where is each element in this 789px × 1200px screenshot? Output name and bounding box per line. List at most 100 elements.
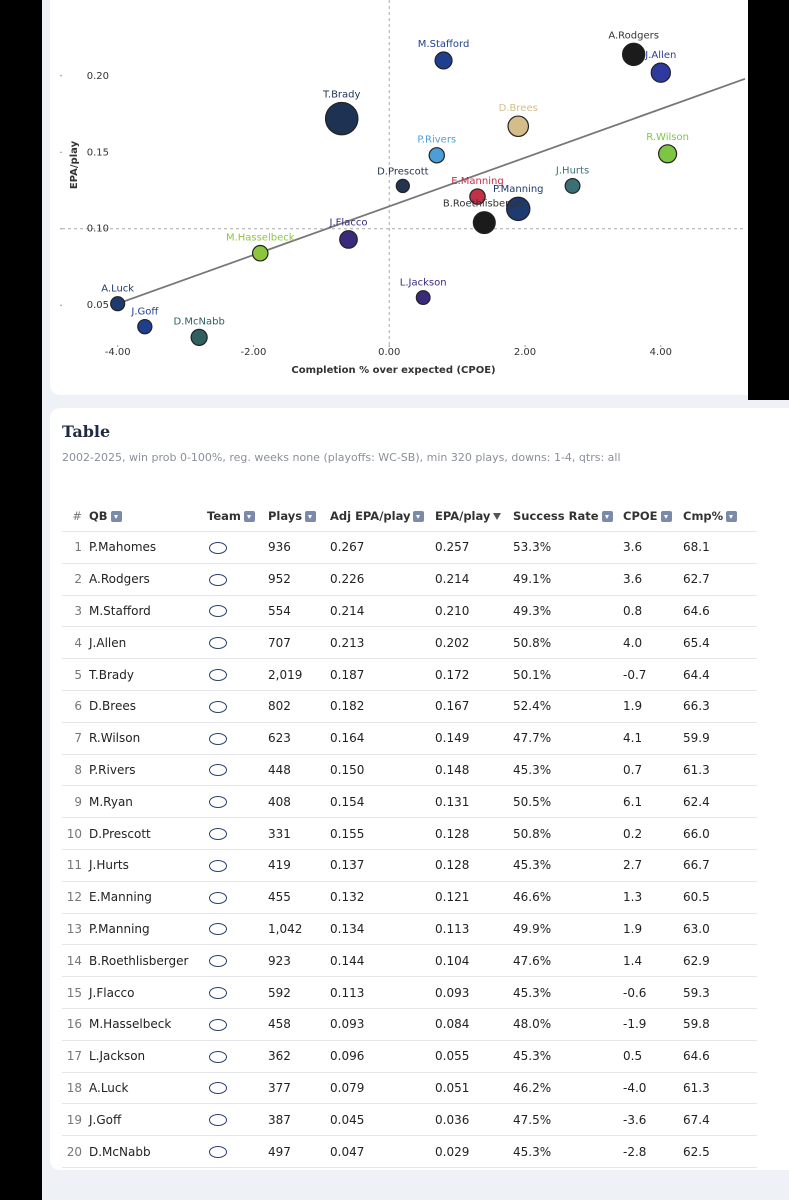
cell: 0.257 [432, 531, 510, 564]
table-body: 1 P.Mahomes 936 0.267 0.257 53.3% 3.6 68.1 2 A.Ro… [62, 531, 757, 1168]
cell: 0.029 [432, 1135, 510, 1168]
team-cell [204, 563, 265, 596]
column-header[interactable]: Plays [265, 500, 327, 532]
cell: 66.7 [680, 849, 757, 882]
cell: J.Hurts [86, 849, 204, 882]
cell: 50.5% [510, 785, 620, 819]
cell: 61.3 [680, 754, 757, 787]
cell: 45.3% [510, 1040, 620, 1073]
cell: 64.4 [680, 658, 757, 691]
team-logo [209, 1114, 227, 1127]
cell: 64.6 [680, 1040, 757, 1073]
bubble [190, 328, 208, 346]
cell: 554 [265, 595, 327, 628]
cell: M.Hasselbeck [86, 1008, 204, 1041]
cell: 0.137 [327, 849, 432, 882]
cell: 0.113 [432, 913, 510, 946]
cell: 802 [265, 690, 327, 723]
cell: 0.182 [327, 690, 432, 723]
cell: 0.047 [327, 1135, 432, 1168]
sort-icon[interactable] [305, 510, 317, 522]
point-label: P.Rivers [417, 135, 456, 146]
x-tick-label: 0.00 [378, 347, 400, 358]
cell: 0.093 [432, 976, 510, 1009]
x-tick-label: -2.00 [241, 347, 267, 358]
column-header[interactable]: QB [86, 500, 204, 532]
cell: 0.121 [432, 881, 510, 914]
cell: 1.4 [620, 944, 680, 978]
sort-icon[interactable] [413, 510, 425, 522]
cell: 0.134 [327, 913, 432, 946]
table-row: 11 J.Hurts 419 0.137 0.128 45.3% 2.7 66.7 [62, 849, 757, 882]
cell: 0.5 [620, 1040, 680, 1073]
cell: 65.4 [680, 626, 757, 660]
point-label: E.Manning [451, 176, 503, 187]
cell: 497 [265, 1135, 327, 1168]
table-row: 6 D.Brees 802 0.182 0.167 52.4% 1.9 66.3 [62, 690, 757, 723]
cell: D.McNabb [86, 1135, 204, 1168]
cell: 63.0 [680, 913, 757, 946]
cell: 45.3% [510, 976, 620, 1009]
column-header[interactable]: Success Rate [510, 500, 620, 532]
row-number: 7 [62, 722, 86, 755]
cell: 623 [265, 722, 327, 755]
cell: 0.167 [432, 690, 510, 723]
cell: P.Mahomes [86, 531, 204, 564]
row-number: 14 [62, 944, 86, 978]
cell: L.Jackson [86, 1040, 204, 1073]
column-header[interactable]: CPOE [620, 500, 680, 532]
team-logo [209, 796, 227, 809]
team-logo [209, 1146, 227, 1159]
cell: E.Manning [86, 881, 204, 914]
team-logo [209, 891, 227, 904]
cell: 0.202 [432, 626, 510, 660]
bubble [415, 290, 431, 306]
row-number: 18 [62, 1072, 86, 1105]
cell: M.Stafford [86, 595, 204, 628]
sort-icon[interactable] [726, 510, 738, 522]
column-header[interactable]: Adj EPA/play [327, 500, 432, 532]
team-cell [204, 626, 265, 660]
cell: 49.1% [510, 563, 620, 596]
column-header[interactable]: Team [204, 500, 265, 532]
cell: 331 [265, 817, 327, 850]
row-number: 16 [62, 1008, 86, 1041]
cell: 0.172 [432, 658, 510, 691]
cell: -3.6 [620, 1103, 680, 1137]
cell: 0.7 [620, 754, 680, 787]
point-label: J.Flacco [329, 218, 368, 229]
team-cell [204, 849, 265, 882]
team-cell [204, 754, 265, 787]
sort-icon[interactable] [493, 512, 502, 520]
cell: 47.6% [510, 944, 620, 978]
cell: 66.0 [680, 817, 757, 850]
cell: P.Manning [86, 913, 204, 946]
bubble [251, 244, 269, 262]
cell: A.Luck [86, 1072, 204, 1105]
cell: 1.9 [620, 913, 680, 946]
sort-icon[interactable] [110, 510, 122, 522]
cell: 67.4 [680, 1103, 757, 1137]
table-row: 19 J.Goff 387 0.045 0.036 47.5% -3.6 67.4 [62, 1103, 757, 1137]
cell: J.Goff [86, 1103, 204, 1137]
cell: 59.9 [680, 722, 757, 755]
cell: 0.055 [432, 1040, 510, 1073]
cell: 49.9% [510, 913, 620, 946]
cell: 707 [265, 626, 327, 660]
table-row: 8 P.Rivers 448 0.150 0.148 45.3% 0.7 61.3 [62, 754, 757, 787]
column-header[interactable]: EPA/play [432, 500, 510, 532]
cell: 387 [265, 1103, 327, 1137]
bubble [324, 101, 359, 136]
cell: 448 [265, 754, 327, 787]
cell: -0.6 [620, 976, 680, 1009]
cell: 0.104 [432, 944, 510, 978]
team-cell [204, 1135, 265, 1168]
point-label: J.Hurts [555, 166, 589, 177]
column-header[interactable]: Cmp% [680, 500, 757, 532]
team-logo [209, 1050, 227, 1063]
cell: 455 [265, 881, 327, 914]
sort-icon[interactable] [243, 510, 255, 522]
sort-icon[interactable] [601, 510, 613, 522]
sort-icon[interactable] [660, 510, 672, 522]
cell: 0.045 [327, 1103, 432, 1137]
